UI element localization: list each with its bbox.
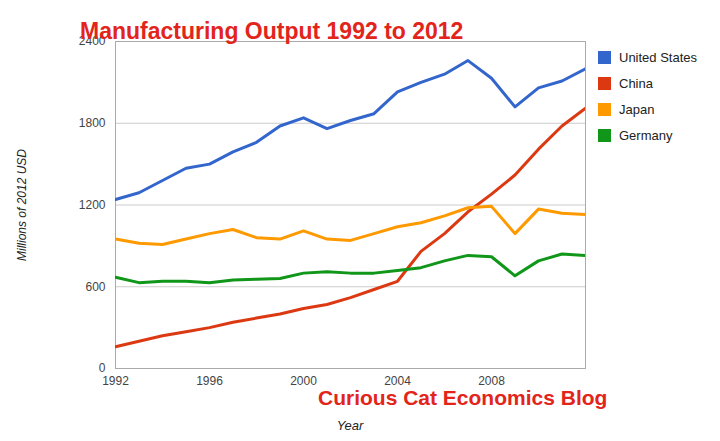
svg-text:2008: 2008: [478, 374, 505, 388]
html-text:Millions of 2012 USD: Millions of 2012 USD: [15, 149, 29, 261]
html-text:Japan: Japan: [619, 101, 655, 117]
svg-text:1996: 1996: [196, 374, 223, 388]
html-text:Year: Year: [336, 418, 364, 433]
svg-text:2000: 2000: [290, 374, 317, 388]
html-text:Curious Cat Economics Blog: Curious Cat Economics Blog: [318, 386, 608, 409]
svg-text:1200: 1200: [79, 198, 106, 212]
svg-text:0: 0: [98, 361, 106, 376]
svg-text:2004: 2004: [384, 374, 411, 388]
svg-text:1800: 1800: [79, 116, 106, 130]
html-text:China: China: [619, 75, 653, 91]
html-text:United States: United States: [619, 49, 697, 65]
svg-text:1992: 1992: [102, 374, 129, 388]
svg-text:600: 600: [85, 280, 105, 294]
html-text:Manufacturing Output 1992 to 2: Manufacturing Output 1992 to 2012: [80, 18, 464, 44]
html-text:Germany: Germany: [619, 127, 673, 143]
